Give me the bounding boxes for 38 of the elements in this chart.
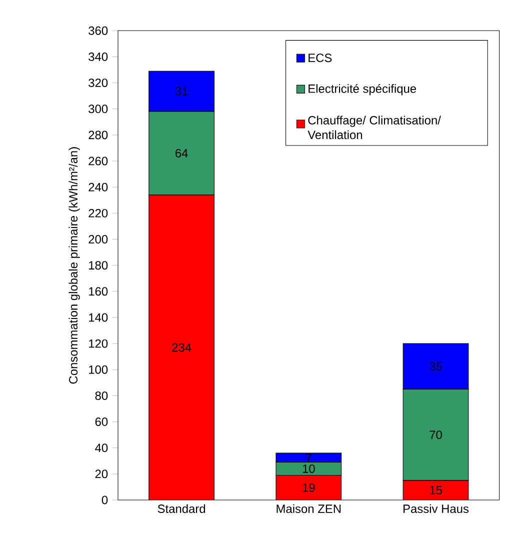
y-tick-label: 280 [88,130,108,140]
y-axis-title: Consommation globale primaire (kWh/m²/an) [68,147,80,384]
y-tick-label: 320 [88,78,108,88]
data-label: 31 [176,87,188,96]
data-label: 64 [176,148,188,158]
bar [276,474,342,500]
bar [403,480,469,500]
y-tick-label: 120 [89,339,108,348]
data-label: 35 [430,362,442,371]
data-label: 70 [430,430,442,440]
x-tick-label: Standard [158,504,206,514]
y-tick-label: 220 [88,208,108,218]
legend-label: ECS [308,54,332,62]
y-tick-label: 60 [96,418,108,426]
x-tick-label: Passiv Haus [404,504,469,514]
data-label: 234 [172,343,192,352]
legend-label: Electricité spécifique [308,84,416,96]
y-tick-label: 160 [89,287,108,296]
y-tick-label: 360 [88,26,108,35]
bar [148,194,215,500]
y-tick-label: 100 [89,365,108,374]
data-label: 19 [303,483,315,492]
y-tick-label: 260 [88,156,108,166]
y-tick-label: 0 [102,496,108,504]
y-tick-label: 40 [95,444,108,452]
legend-label: Chauffage/ Climatisation/ Ventilation [308,116,442,140]
y-tick-label: 240 [88,182,108,192]
data-label: 15 [430,486,442,494]
y-tick-label: 80 [95,391,108,400]
data-label: 7 [306,454,312,462]
y-tick-label: 340 [88,52,108,61]
y-tick-label: 300 [88,104,108,114]
y-tick-label: 200 [88,235,108,244]
y-tick-label: 20 [96,470,108,478]
y-tick-label: 180 [89,261,108,270]
x-tick-label: Maison ZEN [276,504,341,514]
y-tick-label: 140 [89,313,108,322]
data-label: 10 [303,464,316,473]
